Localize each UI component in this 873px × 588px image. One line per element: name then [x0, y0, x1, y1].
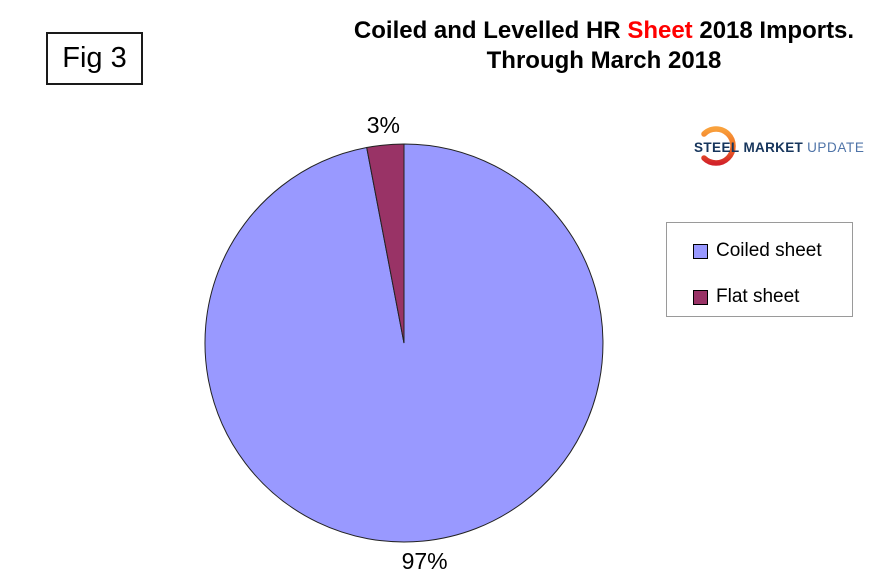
chart-title-line2: Through March 2018 [486, 47, 722, 74]
legend-item-coiled-sheet: Coiled sheet [693, 236, 852, 266]
legend-swatch-coiled-sheet [693, 243, 708, 259]
figure-number-box: Fig 3 [46, 32, 143, 85]
legend-swatch-flat-sheet [693, 289, 708, 305]
pie-slice-coiled-sheet [204, 143, 604, 543]
pie-label-3%: 3% [367, 112, 400, 138]
steel-market-update-logo: STEEL MARKET UPDATE [690, 126, 864, 170]
chart-title-suffix: 2018 Imports. [692, 17, 855, 44]
pie-slice-flat-sheet [366, 143, 405, 344]
logo-text: STEEL MARKET UPDATE [694, 140, 864, 155]
logo-word-steel: STEEL [694, 140, 740, 155]
pie-chart: 97% 3% [204, 112, 604, 574]
chart-title-prefix: Coiled and Levelled HR [353, 17, 628, 44]
figure-number-label: Fig 3 [62, 42, 127, 74]
legend-label-flat-sheet: Flat sheet [716, 286, 800, 307]
legend-item-flat-sheet: Flat sheet [693, 282, 852, 312]
logo-word-market: MARKET [743, 140, 804, 155]
logo-crescent-icon [701, 126, 736, 166]
logo-word-update: UPDATE [807, 140, 865, 155]
legend-label-coiled-sheet: Coiled sheet [716, 240, 822, 261]
chart-title-highlight: Sheet [627, 17, 693, 44]
chart-title: Coiled and Levelled HR Sheet 2018 Import… [304, 16, 873, 76]
pie-label-97%: 97% [402, 548, 448, 574]
chart-legend: Coiled sheet Flat sheet [666, 222, 853, 317]
